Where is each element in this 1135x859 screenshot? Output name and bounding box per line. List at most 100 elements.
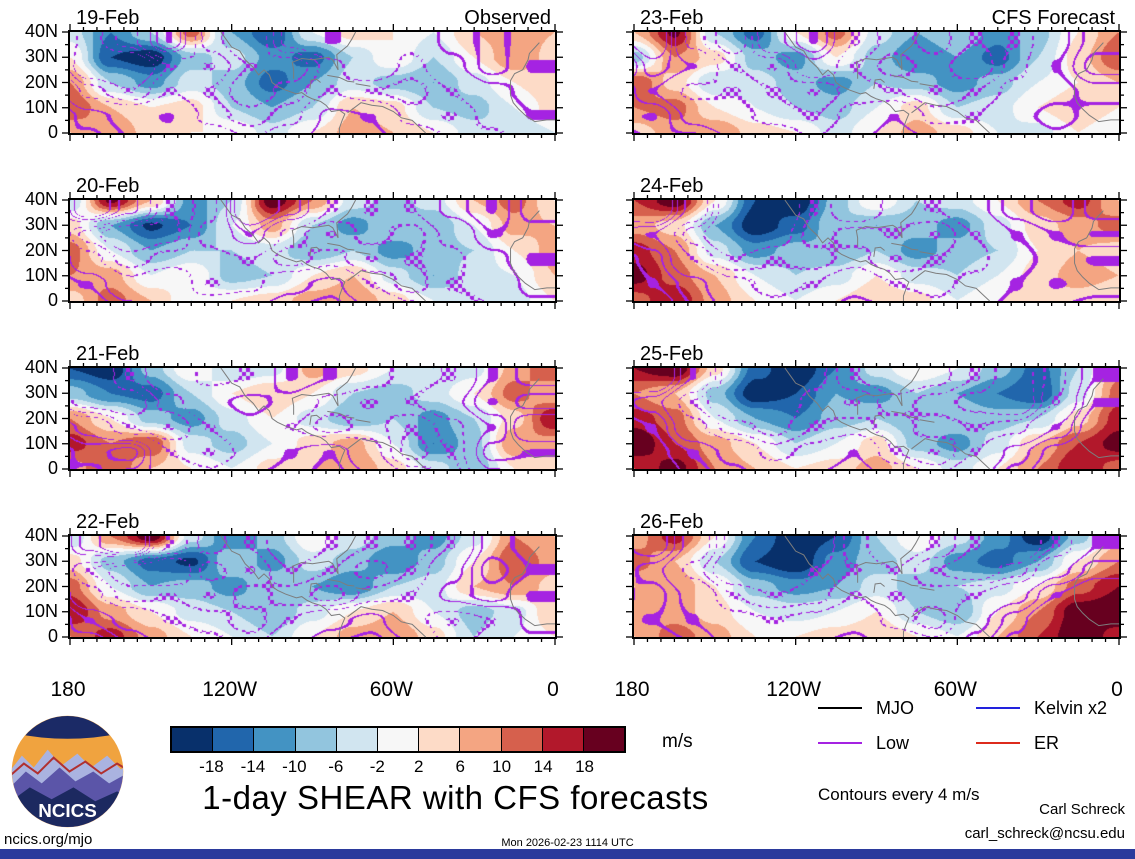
panel-row-25-Feb: 25-Feb xyxy=(626,340,1127,477)
column-title: CFS Forecast xyxy=(991,7,1115,29)
x-axis-label: 60W xyxy=(369,678,413,701)
colorbar-segment xyxy=(294,728,336,751)
map-panel-19-Feb: 40N 30N 20N 10N 0 xyxy=(25,21,563,142)
legend-label: ER xyxy=(1034,732,1060,753)
y-axis-label: 10N xyxy=(24,264,58,285)
shear-field-canvas xyxy=(70,536,555,637)
logo-text: NCICS xyxy=(38,800,97,821)
x-axis-label: 120W xyxy=(202,678,258,701)
y-axis-label: 30N xyxy=(24,46,58,67)
x-axis-label: 0 xyxy=(1111,678,1123,701)
ncics-logo: NCICS xyxy=(10,714,125,829)
colorbar-tick-label: -2 xyxy=(369,757,385,776)
panel-label-row: 23-Feb CFS Forecast xyxy=(632,4,1117,30)
contours-note: Contours every 4 m/s xyxy=(818,785,980,804)
legend-item-low: Low xyxy=(818,732,914,754)
y-axis-label: 0 xyxy=(47,458,58,479)
map-panel-24-Feb xyxy=(626,192,1127,309)
legend-label: Low xyxy=(876,732,910,753)
legend-item-kelvin-x2: Kelvin x2 xyxy=(976,697,1107,719)
colorbar-unit-label: m/s xyxy=(662,731,693,752)
map-panel-23-Feb xyxy=(626,24,1127,141)
legend-item-er: ER xyxy=(976,732,1107,754)
y-axis-label: 30N xyxy=(24,550,58,571)
panel-row-21-Feb: 21-Feb 40N 30N 20N 10N 0 xyxy=(0,340,563,478)
shear-field-canvas xyxy=(70,368,555,469)
panel-row-23-Feb: 23-Feb CFS Forecast xyxy=(626,4,1127,141)
colorbar-segment xyxy=(376,728,419,751)
colorbar-tick-label: -10 xyxy=(282,757,307,776)
colorbar-tick-label: 6 xyxy=(455,757,465,776)
y-axis-label: 40N xyxy=(24,357,58,378)
legend-line xyxy=(976,741,1020,745)
legend-line xyxy=(976,706,1020,710)
colorbar-segment xyxy=(335,728,377,751)
panel-date-label: 25-Feb xyxy=(640,343,704,365)
y-axis-label: 10N xyxy=(24,432,58,453)
colorbar-segment xyxy=(582,728,625,751)
x-axis-label: 60W xyxy=(933,678,977,701)
panel-label-row: 26-Feb xyxy=(632,508,1117,534)
credit-name: Carl Schreck xyxy=(1039,801,1125,818)
panel-label-row: 20-Feb xyxy=(68,172,553,198)
colorbar: -18 -14 -10 -6 -2 2 6 10 14 18 xyxy=(170,726,626,777)
y-axis-label: 10N xyxy=(24,96,58,117)
site-url: ncics.org/mjo xyxy=(4,831,93,848)
colorbar-tick-label: 18 xyxy=(575,757,594,776)
panel-label-row: 25-Feb xyxy=(632,340,1117,366)
colorbar-tick-label: 10 xyxy=(492,757,512,776)
y-axis-label: 40N xyxy=(24,525,58,546)
x-axis: 180 120W 60W 0 xyxy=(50,676,558,710)
colorbar-segment xyxy=(172,728,213,751)
figure-title: 1-day SHEAR with CFS forecasts xyxy=(202,779,709,816)
panel-date-label: 24-Feb xyxy=(640,175,704,197)
colorbar-tick-label: -14 xyxy=(240,757,266,776)
map-panel-22-Feb: 40N 30N 20N 10N 0 xyxy=(25,525,563,646)
shear-field-canvas xyxy=(634,536,1119,637)
legend-column: MJO Low xyxy=(818,697,914,754)
shear-field-canvas xyxy=(70,32,555,133)
colorbar-tick-labels: -18 -14 -10 -6 -2 2 6 10 14 18 xyxy=(170,753,626,777)
panel-date-label: 19-Feb xyxy=(76,7,140,29)
legend-column: Kelvin x2 ER xyxy=(976,697,1107,754)
x-axis-label: 0 xyxy=(547,678,559,701)
colorbar-segment xyxy=(500,728,542,751)
colorbar-tick-label: -6 xyxy=(328,757,344,776)
colorbar-segment xyxy=(418,728,460,751)
y-axis-label: 10N xyxy=(24,600,58,621)
credit-email: carl_schreck@ncsu.edu xyxy=(964,825,1125,842)
map-panel-20-Feb: 40N 30N 20N 10N 0 xyxy=(25,189,563,310)
panel-date-label: 22-Feb xyxy=(76,511,140,533)
y-axis-label: 0 xyxy=(47,290,58,311)
y-axis-label: 0 xyxy=(47,626,58,647)
legend-line xyxy=(818,706,862,710)
shear-field-canvas xyxy=(70,200,555,301)
panel-row-24-Feb: 24-Feb xyxy=(626,172,1127,309)
observed-column: 19-Feb Observed 40N 30N 20N 10N 0 20-Feb 40N 30N 2… xyxy=(0,4,563,710)
shear-field-canvas xyxy=(634,200,1119,301)
colorbar-segment xyxy=(459,728,501,751)
panel-row-26-Feb: 26-Feb xyxy=(626,508,1127,645)
x-axis: 180 120W 60W 0 xyxy=(614,676,1122,710)
column-title: Observed xyxy=(464,7,551,29)
generation-timestamp: Mon 2026-02-23 1114 UTC xyxy=(501,837,634,849)
y-axis-label: 40N xyxy=(24,189,58,210)
panel-label-row: 22-Feb xyxy=(68,508,553,534)
map-panel-26-Feb xyxy=(626,528,1127,645)
panel-label-row: 24-Feb xyxy=(632,172,1117,198)
shear-field-canvas xyxy=(634,32,1119,133)
panel-row-20-Feb: 20-Feb 40N 30N 20N 10N 0 xyxy=(0,172,563,310)
y-axis-label: 20N xyxy=(24,575,58,596)
x-axis-label: 180 xyxy=(614,678,650,701)
shear-field-canvas xyxy=(634,368,1119,469)
legend-label: MJO xyxy=(876,697,914,718)
colorbar-tick-label: -18 xyxy=(199,757,224,776)
forecast-column: 23-Feb CFS Forecast 24-Feb 25-Feb 26-Feb 180 1… xyxy=(614,4,1127,710)
y-axis-label: 30N xyxy=(24,214,58,235)
colorbar-segments xyxy=(170,726,626,753)
map-panel-25-Feb xyxy=(626,360,1127,477)
x-axis-label: 180 xyxy=(50,678,86,701)
colorbar-segment xyxy=(212,728,254,751)
y-axis-label: 20N xyxy=(24,407,58,428)
